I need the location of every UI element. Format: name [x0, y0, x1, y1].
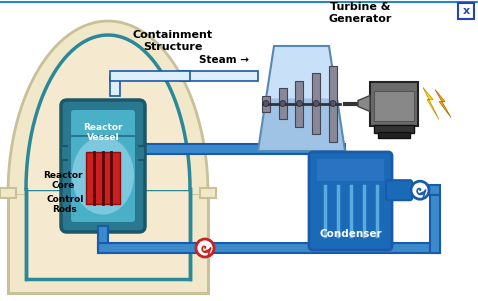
Text: Containment
Structure: Containment Structure	[133, 30, 213, 52]
Bar	[262, 95, 270, 111]
Bar	[98, 243, 440, 253]
Bar	[86, 152, 120, 204]
FancyBboxPatch shape	[386, 180, 412, 200]
Circle shape	[280, 101, 286, 107]
Bar	[429, 185, 440, 195]
Bar	[370, 82, 418, 126]
Text: Control
Rods: Control Rods	[46, 195, 84, 214]
FancyBboxPatch shape	[61, 100, 145, 232]
FancyBboxPatch shape	[309, 152, 392, 250]
Text: Steam →: Steam →	[199, 55, 249, 65]
Bar	[374, 91, 414, 120]
Bar	[295, 80, 304, 126]
Bar	[103, 144, 346, 154]
Circle shape	[411, 181, 429, 199]
Circle shape	[263, 101, 269, 107]
Bar	[110, 71, 190, 81]
Bar	[374, 125, 414, 132]
Bar	[110, 76, 120, 96]
Polygon shape	[258, 46, 345, 151]
Polygon shape	[258, 98, 345, 151]
Circle shape	[330, 101, 336, 107]
Bar	[458, 3, 474, 19]
FancyBboxPatch shape	[70, 109, 136, 223]
Circle shape	[196, 239, 214, 257]
Bar	[312, 73, 320, 134]
Text: Reactor
Core: Reactor Core	[43, 171, 83, 190]
Bar	[26, 189, 190, 279]
Bar	[0, 188, 16, 198]
Text: Turbine &
Generator: Turbine & Generator	[328, 2, 391, 24]
Circle shape	[296, 101, 303, 107]
Bar	[317, 159, 384, 181]
Polygon shape	[435, 89, 451, 117]
Bar	[98, 226, 108, 253]
Bar	[8, 193, 208, 293]
Bar	[329, 66, 337, 141]
Bar	[61, 146, 71, 160]
Ellipse shape	[72, 137, 134, 215]
Circle shape	[313, 101, 319, 107]
Bar	[200, 188, 216, 198]
Bar	[336, 149, 346, 156]
Polygon shape	[423, 88, 439, 119]
Text: x: x	[462, 6, 469, 16]
Polygon shape	[26, 35, 190, 189]
Bar	[180, 71, 258, 81]
Text: Reactor
Vessel: Reactor Vessel	[83, 123, 123, 142]
Bar	[135, 146, 145, 160]
Bar	[279, 88, 287, 119]
Bar	[378, 132, 410, 138]
Polygon shape	[8, 21, 208, 193]
Polygon shape	[358, 95, 370, 111]
Text: Condenser: Condenser	[319, 229, 382, 239]
Bar	[430, 195, 440, 253]
